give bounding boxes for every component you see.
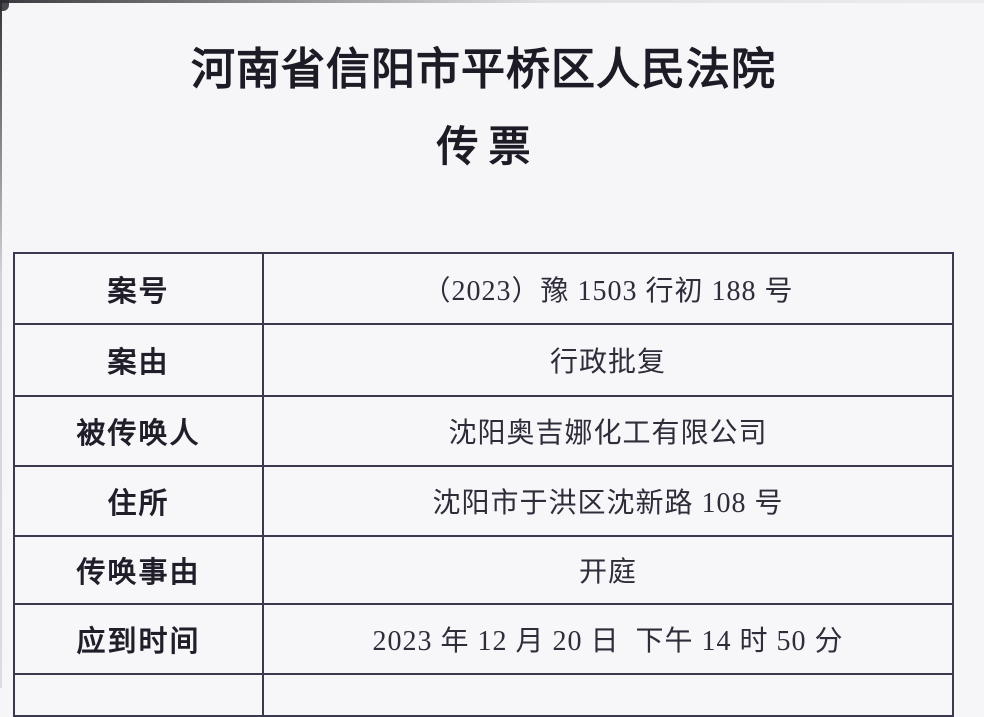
row-label: 住所 (13, 465, 264, 537)
row-label: 案号 (13, 252, 264, 325)
row-value: 沈阳市于洪区沈新路 108 号 (262, 465, 954, 537)
row-value: 沈阳奥吉娜化工有限公司 (262, 395, 954, 467)
row-value: 2023 年 12 月 20 日 下午 14 时 50 分 (262, 603, 954, 675)
photo-edge-left (0, 0, 2, 688)
photo-edge-top (0, 0, 984, 3)
summons-document: 河南省信阳市平桥区人民法院 传票 (13, 0, 954, 174)
document-type-title: 传票 (436, 125, 541, 171)
photo-corner-artifact (0, 0, 9, 11)
summons-table: 案号 （2023）豫 1503 行初 188 号 案由 行政批复 被传唤人 沈阳… (13, 252, 954, 717)
row-value (262, 673, 954, 717)
row-value: 开庭 (262, 535, 954, 605)
table-row-address: 住所 沈阳市于洪区沈新路 108 号 (13, 465, 954, 537)
row-label: 应到时间 (13, 603, 264, 675)
row-label: 案由 (13, 323, 264, 397)
table-row-appearance-time: 应到时间 2023 年 12 月 20 日 下午 14 时 50 分 (13, 603, 954, 675)
table-row-cause-of-action: 案由 行政批复 (13, 323, 954, 397)
row-value: 行政批复 (262, 323, 954, 397)
table-row-summoned-party: 被传唤人 沈阳奥吉娜化工有限公司 (13, 395, 954, 467)
table-row-case-number: 案号 （2023）豫 1503 行初 188 号 (13, 252, 954, 325)
row-value: （2023）豫 1503 行初 188 号 (262, 252, 954, 325)
row-label: 传唤事由 (13, 535, 264, 605)
table-row-clipped (13, 673, 954, 717)
court-name-title: 河南省信阳市平桥区人民法院 (191, 45, 776, 94)
table-row-summons-reason: 传唤事由 开庭 (13, 535, 954, 605)
row-label (13, 673, 264, 717)
row-label: 被传唤人 (13, 395, 264, 467)
